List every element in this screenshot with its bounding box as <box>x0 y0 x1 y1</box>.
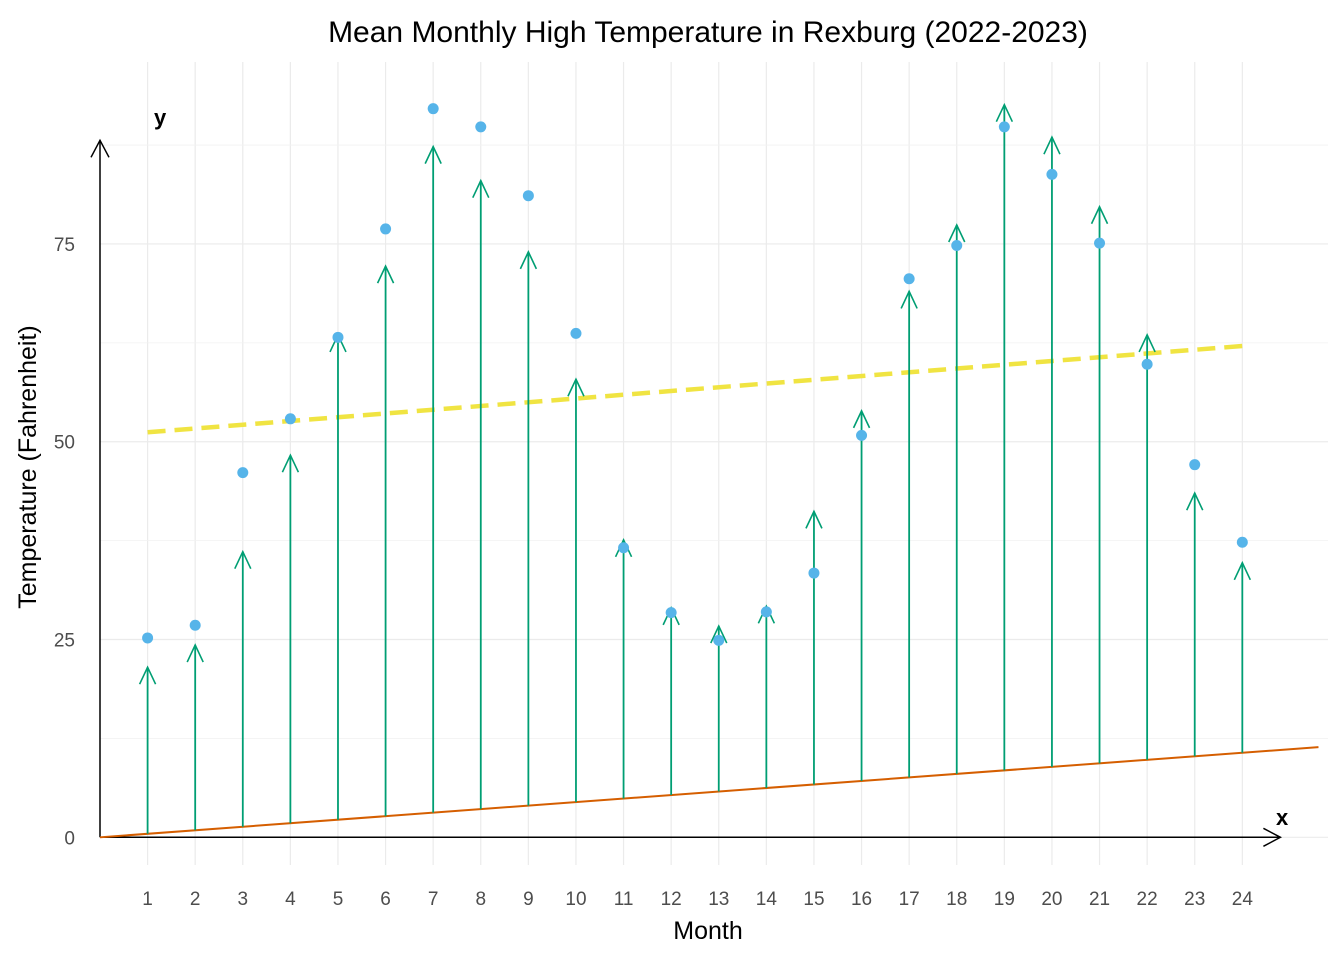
vector-arrows <box>138 102 1252 834</box>
data-points <box>142 103 1248 646</box>
x-tick-label: 8 <box>475 889 486 910</box>
x-tick-label: 23 <box>1184 889 1205 910</box>
vector-arrowhead <box>1138 333 1156 353</box>
data-point <box>998 121 1010 133</box>
data-point <box>856 429 868 441</box>
x-tick-label: 11 <box>614 889 634 910</box>
x-axis-title: Month <box>673 917 742 945</box>
data-point <box>475 121 487 133</box>
data-point <box>237 467 249 479</box>
x-tick-label: 1 <box>142 889 153 910</box>
y-tick-label: 25 <box>54 631 75 652</box>
x-tick-label: 10 <box>565 889 586 910</box>
vector-arrowhead <box>472 178 490 199</box>
grid <box>100 62 1328 865</box>
vector-arrowhead <box>995 102 1014 123</box>
vector-arrowhead <box>948 223 966 243</box>
vector-arrowhead <box>281 453 300 473</box>
y-axis-arrowhead <box>90 138 110 158</box>
vector-arrowhead <box>900 289 918 309</box>
labels: Mean Monthly High Temperature in Rexburg… <box>14 16 1289 945</box>
x-tick-label: 24 <box>1232 889 1254 910</box>
data-point <box>570 327 582 339</box>
x-tick-label: 2 <box>190 889 201 910</box>
x-tick-label: 12 <box>661 889 682 910</box>
data-point <box>142 632 154 644</box>
data-point <box>1141 358 1153 370</box>
data-point <box>332 331 344 343</box>
vector-arrowhead <box>805 509 823 529</box>
x-axis-letter: x <box>1276 805 1289 830</box>
vector-arrowhead <box>1090 204 1109 225</box>
x-tick-label: 21 <box>1089 889 1110 910</box>
data-point <box>808 567 820 579</box>
vector-arrowhead <box>614 537 633 558</box>
data-point <box>618 542 630 554</box>
reference-lines <box>99 343 1319 839</box>
data-point <box>713 634 725 646</box>
vector-arrowhead <box>1233 560 1252 581</box>
data-point <box>1094 237 1106 249</box>
x-tick-label: 14 <box>756 889 778 910</box>
x-tick-label: 7 <box>428 889 439 910</box>
x-tick-label: 4 <box>285 889 296 910</box>
x-tick-label: 16 <box>851 889 872 910</box>
data-point <box>760 606 772 618</box>
x-tick-label: 5 <box>333 889 344 910</box>
y-tick-label: 75 <box>54 235 75 256</box>
data-point <box>1189 459 1201 471</box>
vector-arrowhead <box>234 549 252 570</box>
data-point <box>903 273 915 285</box>
vector-arrowhead <box>1043 135 1061 155</box>
mean-trend-dashed-line <box>147 343 1243 435</box>
x-tick-label: 22 <box>1137 889 1158 910</box>
data-point <box>284 413 296 425</box>
x-tick-label: 15 <box>803 889 824 910</box>
y-tick-label: 50 <box>54 433 75 454</box>
data-point <box>522 190 534 202</box>
vector-arrowhead <box>710 624 728 644</box>
vector-arrowhead <box>138 665 157 685</box>
data-point <box>665 607 677 619</box>
chart-title: Mean Monthly High Temperature in Rexburg… <box>328 16 1088 49</box>
x-tick-label: 18 <box>946 889 967 910</box>
x-tick-label: 17 <box>899 889 920 910</box>
data-point <box>1046 168 1058 180</box>
x-tick-label: 9 <box>523 889 534 910</box>
x-tick-label: 13 <box>708 889 729 910</box>
data-point <box>427 103 439 115</box>
data-point <box>1236 536 1248 548</box>
data-point <box>380 223 392 235</box>
x-tick-label: 6 <box>380 889 391 910</box>
vector-arrowhead <box>1186 491 1204 511</box>
x-tick-label: 20 <box>1041 889 1062 910</box>
tick-labels: 1 2 3 4 5 6 7 8 9 10 11 12 13 14 15 16 17 18 19 20 21 22 23 240… <box>54 235 1253 910</box>
y-tick-label: 0 <box>64 828 75 849</box>
x-axis-arrowhead <box>1263 827 1283 847</box>
y-axis-title: Temperature (Fahrenheit) <box>14 325 42 608</box>
data-point <box>189 619 201 631</box>
vector-arrowhead <box>757 604 776 624</box>
vector-arrowhead <box>376 264 395 284</box>
y-axis-letter: y <box>154 105 167 130</box>
x-tick-label: 3 <box>238 889 249 910</box>
baseline-trend-line <box>99 746 1319 839</box>
vector-arrowhead <box>519 249 538 270</box>
vector-arrowhead <box>567 377 585 397</box>
vector-arrowhead <box>424 144 442 164</box>
vector-arrowhead <box>186 643 204 663</box>
data-point <box>951 240 963 252</box>
vector-arrowhead <box>852 409 871 429</box>
axes <box>90 138 1283 847</box>
x-tick-label: 19 <box>994 889 1015 910</box>
